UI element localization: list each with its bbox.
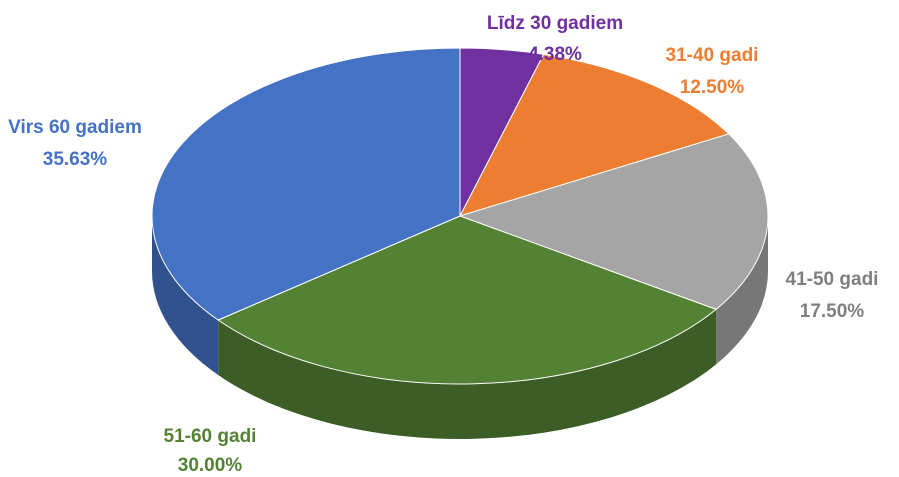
slice	[151, 47, 461, 321]
slice	[217, 215, 718, 385]
category-label: Līdz 30 gadiem	[487, 13, 623, 34]
category-label: 31-40 gadi	[666, 45, 759, 66]
category-label: 51-60 gadi	[164, 426, 257, 447]
value-label: 30.00%	[178, 455, 243, 476]
slice-side	[716, 216, 768, 365]
slice	[458, 133, 769, 310]
slice-side	[152, 216, 219, 376]
value-label: 12.50%	[680, 77, 745, 98]
category-label: 41-50 gadi	[786, 269, 879, 290]
value-label: 17.50%	[800, 301, 865, 322]
value-label: 4.38%	[528, 44, 582, 65]
category-label: Virs 60 gadiem	[8, 117, 142, 138]
slice	[459, 53, 730, 217]
slice-side	[218, 309, 717, 439]
value-label: 35.63%	[43, 149, 108, 170]
